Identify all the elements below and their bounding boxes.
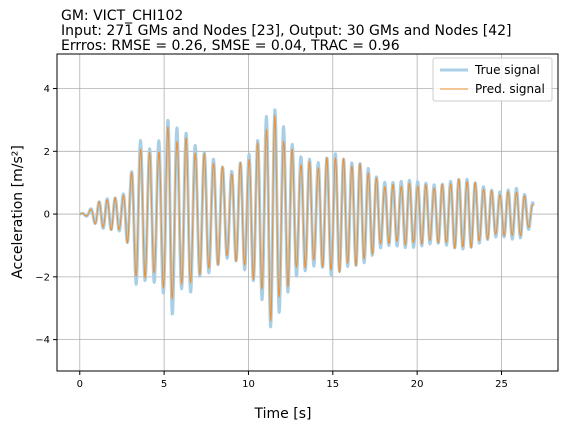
chart-title-line-3: Errros: RMSE = 0.26, SMSE = 0.04, TRAC =… [61,38,400,54]
y-tick-label: −4 [35,335,50,346]
x-tick-label: 20 [411,379,424,390]
y-tick-label: 0 [44,210,50,221]
x-tick-label: 15 [326,379,339,390]
series-true-signal [78,108,535,329]
y-ticks: −4 −2 0 2 4 [35,84,57,346]
chart-title-line-2: Input: 271 GMs and Nodes [23], Output: 3… [61,23,512,39]
x-tick-label: 10 [242,379,255,390]
y-tick-label: 4 [44,84,50,95]
plot-area [56,53,559,372]
legend: True signal Pred. signal [432,57,553,102]
x-tick-label: 25 [495,379,508,390]
y-tick-label: 2 [44,147,50,158]
y-tick-label: −2 [35,272,50,283]
series-pred-signal [79,114,535,322]
x-ticks: 0 5 10 15 20 25 [77,371,508,390]
x-axis-label: Time [s] [254,406,312,422]
y-axis-label: Acceleration [m/s²] [10,145,26,279]
legend-label-pred: Pred. signal [475,82,545,96]
series-lines [78,108,535,329]
chart-title-line-1: GM: VICT_CHI102 [61,8,183,24]
x-tick-label: 0 [77,379,83,390]
x-tick-label: 5 [161,379,167,390]
legend-label-true: True signal [474,63,540,77]
